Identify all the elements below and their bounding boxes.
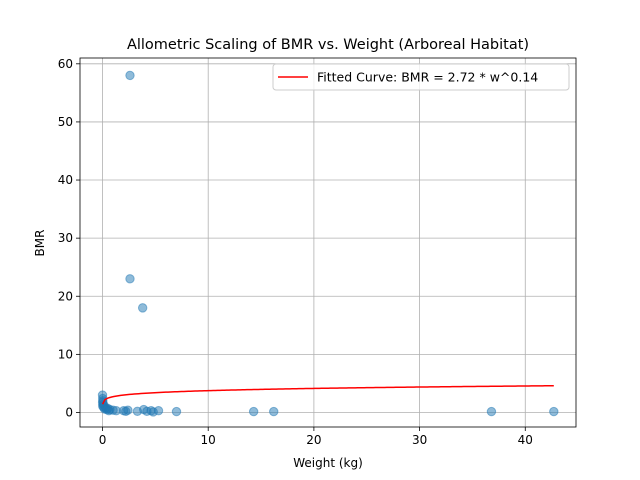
y-tick-label: 0 [65,405,73,419]
y-tick-label: 20 [58,289,73,303]
y-axis-ticks: 0 10 20 30 40 50 60 [58,57,80,419]
scatter-point [248,406,259,417]
plot-frame [79,57,577,428]
x-tick-label: 0 [99,433,107,447]
x-axis-ticks: 0 10 20 30 40 [99,427,533,447]
scatter-point [125,274,135,284]
legend: Fitted Curve: BMR = 2.72 * w^0.14 [272,63,570,91]
legend-label: Fitted Curve: BMR = 2.72 * w^0.14 [317,70,538,85]
scatter-point [153,406,164,416]
y-tick-label: 10 [58,347,73,361]
x-tick-label: 40 [518,433,533,447]
y-tick-label: 60 [58,57,73,71]
x-tick-label: 20 [306,433,321,447]
y-tick-label: 30 [58,231,73,245]
scatter-point [137,303,148,313]
fitted-curve [101,384,554,405]
y-axis-label: BMR [33,230,47,257]
scatter-point [121,406,131,417]
x-tick-label: 30 [412,433,427,447]
scatter-point [549,406,559,417]
grid-lines [80,58,576,427]
scatter-point [125,70,135,81]
y-tick-label: 40 [58,173,73,187]
scatter-point [486,406,497,417]
x-tick-label: 10 [201,433,216,447]
scatter-point [269,406,279,417]
scatter-point [171,406,182,417]
chart-title: Allometric Scaling of BMR vs. Weight (Ar… [127,37,529,53]
x-axis-label: Weight (kg) [293,456,363,470]
legend-box [272,63,570,91]
y-tick-label: 50 [58,115,73,129]
scatter-points [97,70,559,417]
